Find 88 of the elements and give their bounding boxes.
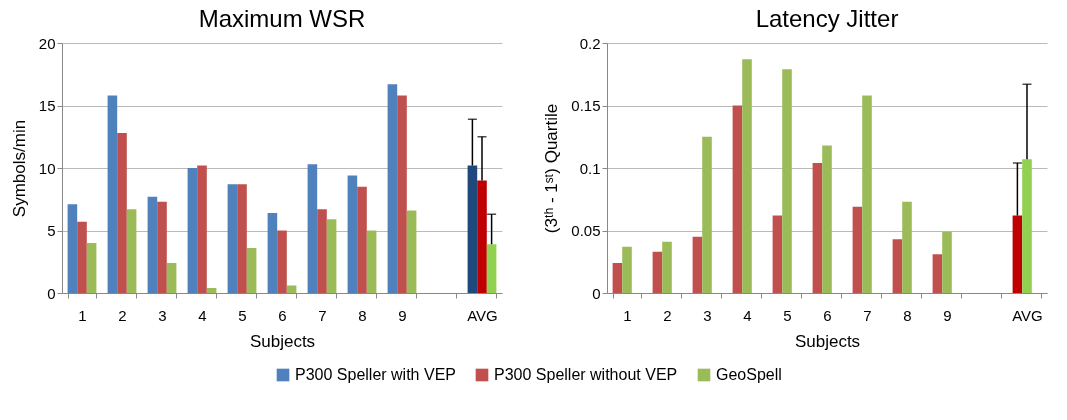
bar [612, 263, 623, 293]
y-tick-label: 10 [38, 159, 56, 177]
bar [227, 184, 238, 293]
bar [166, 263, 177, 293]
bar [662, 241, 672, 293]
bar [902, 201, 912, 293]
x-tick-label: 1 [78, 306, 87, 324]
bar [406, 210, 417, 293]
bar [822, 145, 832, 293]
bar [366, 230, 377, 293]
bar [1012, 215, 1023, 293]
bar [852, 206, 863, 293]
x-tick-label: 5 [783, 306, 792, 324]
x-tick-label: 4 [743, 306, 752, 324]
bar [932, 254, 943, 293]
y-tick-label: 0.1 [579, 159, 601, 177]
bar [732, 105, 743, 293]
x-tick-label: AVG [467, 306, 498, 324]
bar [692, 236, 703, 293]
bar [107, 95, 118, 293]
y-tick-label: 5 [47, 222, 56, 239]
bar [267, 213, 278, 293]
x-tick-label: 1 [623, 306, 632, 324]
bar [206, 288, 217, 293]
y-tick-label: 0.15 [571, 97, 601, 114]
bar [892, 239, 903, 293]
bar [357, 186, 367, 293]
x-tick-label: 5 [238, 306, 247, 324]
bar [157, 201, 167, 293]
bar [1022, 159, 1032, 293]
bar [652, 251, 663, 293]
bar [812, 163, 823, 293]
y-tick-label: 20 [38, 34, 56, 52]
x-axis-title: Subjects [794, 331, 861, 351]
y-axis-title: (3ᵗʰ - 1ˢᵗ) Quartile [542, 103, 562, 234]
bar [126, 209, 137, 293]
x-tick-label: 7 [863, 306, 872, 324]
bar [187, 168, 198, 293]
x-tick-label: 8 [358, 306, 367, 324]
legend-label: P300 Speller without VEP [494, 366, 678, 383]
bar [742, 59, 752, 293]
bar [326, 219, 337, 293]
bar [397, 95, 407, 293]
bar [467, 165, 478, 293]
bar [277, 230, 287, 293]
bar [477, 180, 487, 293]
y-tick-label: 0.2 [579, 34, 601, 52]
x-tick-label: 8 [903, 306, 912, 324]
bar [942, 231, 952, 293]
x-tick-label: 6 [823, 306, 832, 324]
bar [772, 215, 783, 293]
bar [77, 221, 87, 293]
bar [67, 204, 78, 293]
bar [782, 69, 792, 293]
bar [307, 164, 318, 293]
chart-title: Latency Jitter [755, 5, 899, 32]
bar [237, 184, 247, 293]
x-tick-label: 4 [198, 306, 207, 324]
y-tick-label: 0 [592, 284, 601, 302]
legend-label: P300 Speller with VEP [295, 366, 456, 383]
y-axis-title: Symbols/min [9, 119, 29, 218]
bar [147, 196, 158, 293]
legend-label: GeoSpell [716, 366, 782, 383]
x-tick-label: 2 [118, 306, 127, 324]
x-axis-title: Subjects [249, 331, 316, 351]
x-tick-label: 2 [663, 306, 672, 324]
y-tick-label: 15 [38, 97, 56, 114]
y-tick-label: 0 [47, 284, 56, 302]
x-tick-label: 6 [278, 306, 287, 324]
x-tick-label: 3 [703, 306, 712, 324]
x-tick-label: 9 [943, 306, 952, 324]
bar [622, 246, 632, 293]
x-tick-label: 9 [398, 306, 407, 324]
x-tick-label: AVG [1012, 306, 1043, 324]
bar [317, 209, 327, 293]
y-tick-label: 0.05 [571, 222, 601, 239]
chart-title: Maximum WSR [198, 5, 366, 32]
bar [862, 95, 872, 293]
bar [86, 243, 97, 293]
x-tick-label: 3 [158, 306, 167, 324]
bar [246, 248, 257, 293]
bar [486, 244, 497, 293]
bar [702, 136, 712, 293]
bar [197, 165, 207, 293]
x-tick-label: 7 [318, 306, 327, 324]
bar [387, 84, 398, 293]
bar [347, 175, 358, 293]
bar [117, 133, 127, 293]
